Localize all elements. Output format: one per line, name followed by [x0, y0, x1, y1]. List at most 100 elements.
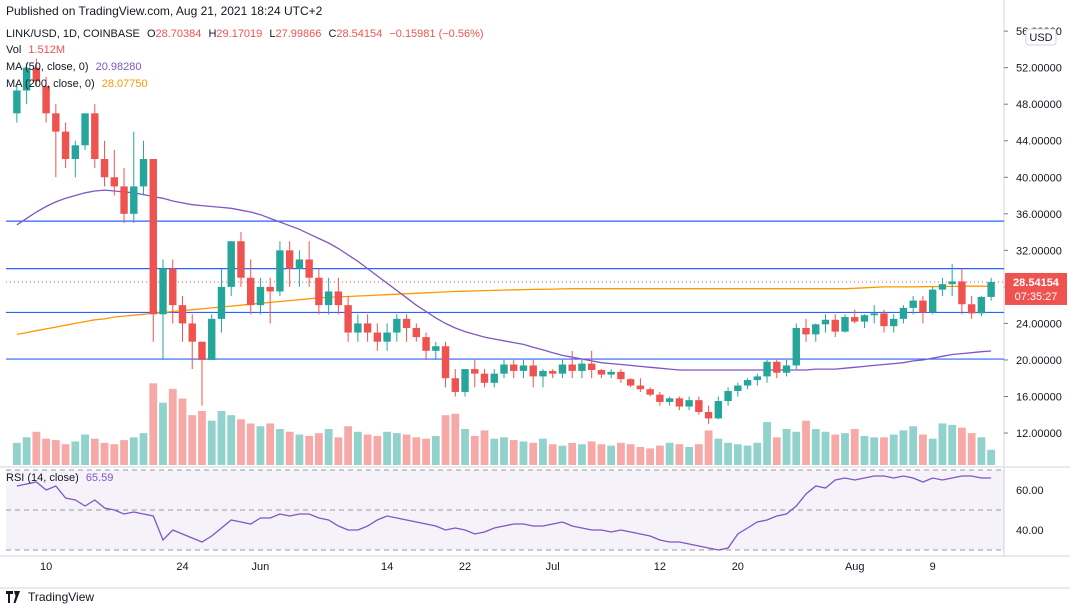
candle-body [665, 398, 674, 402]
volume-bar [987, 449, 996, 465]
volume-bar [178, 398, 187, 465]
candle-body [831, 319, 839, 332]
candle-body [841, 317, 849, 332]
candle-body [617, 371, 625, 380]
volume-bar [928, 438, 937, 465]
volume-bar [500, 437, 508, 465]
candle-body [130, 186, 138, 214]
candle-body [890, 318, 898, 327]
volume-bar [919, 434, 927, 465]
candle-body [412, 327, 421, 338]
volume-bar [753, 442, 762, 465]
candle-body [549, 370, 557, 374]
volume-bar [110, 444, 119, 465]
volume-bar [198, 411, 206, 465]
candle-body [120, 186, 128, 214]
time-tick-label: Jun [252, 561, 270, 573]
currency-badge [1025, 28, 1057, 46]
candle-body [977, 296, 986, 314]
time-tick-label: 12 [654, 561, 666, 573]
volume-bar [548, 444, 557, 465]
candle-body [938, 284, 947, 290]
candle-body [52, 113, 60, 132]
volume-bar [285, 431, 294, 465]
volume-bar [402, 434, 411, 465]
volume-bar [617, 442, 625, 465]
candle-body [471, 369, 479, 374]
volume-bar [324, 429, 333, 465]
candle-body [393, 318, 401, 333]
volume-bar [948, 424, 957, 465]
volume-bar [509, 440, 518, 465]
candle-body [987, 281, 995, 297]
candle-body [928, 289, 937, 313]
volume-bar [597, 444, 606, 465]
volume-bar [480, 430, 489, 465]
volume-bar [129, 437, 138, 465]
time-tick-label: 14 [381, 561, 393, 573]
candle-body [899, 307, 908, 319]
candle-body [782, 365, 791, 373]
volume-bar [217, 411, 226, 465]
candle-body [285, 250, 294, 269]
time-tick-label: Jul [546, 561, 560, 573]
volume-bar [61, 444, 70, 465]
volume-bar [578, 444, 586, 465]
legend-ma200[interactable]: MA (200, close, 0) 28.07750 [6, 78, 152, 90]
volume-bar [344, 426, 353, 465]
volume-bar [529, 442, 538, 465]
candle-body [519, 365, 528, 371]
legend-ma50[interactable]: MA (50, close, 0) 20.98280 [6, 61, 146, 73]
volume-bar [139, 433, 148, 465]
price-tick-label: 20.00000 [1016, 355, 1062, 367]
candle-body [246, 277, 255, 306]
price-tick-label: 24.00000 [1016, 318, 1062, 330]
candle-body [178, 305, 187, 324]
volume-bar [431, 435, 440, 465]
rsi-tick-label: 40.00 [1016, 525, 1044, 537]
volume-bar [782, 429, 791, 465]
time-tick-label: 10 [40, 561, 52, 573]
volume-bar [490, 438, 499, 465]
volume-bar [811, 429, 820, 465]
candle-body [61, 131, 70, 160]
volume-bar [237, 419, 245, 465]
candle-body [383, 332, 391, 342]
candle-body [578, 363, 586, 371]
volume-bar [743, 445, 752, 465]
candle-body [812, 324, 820, 335]
volume-bar [558, 445, 567, 465]
volume-bar [353, 431, 362, 465]
volume-bar [958, 427, 966, 465]
candle-body [597, 370, 606, 375]
time-tick-label: 24 [176, 561, 188, 573]
candle-body [208, 318, 216, 360]
volume-bar [607, 445, 616, 465]
volume-bar [168, 388, 177, 465]
volume-bar [694, 444, 703, 465]
legend-open-label: O [146, 28, 156, 40]
candle-body [490, 373, 498, 383]
tradingview-footer[interactable]: TradingView [6, 590, 94, 604]
candle-body [432, 346, 440, 351]
legend-ma200-label: MA (200, close, 0) [6, 78, 95, 90]
legend-low-label: L [269, 28, 276, 40]
countdown-value: 07:35:27 [1015, 291, 1058, 303]
volume-bar [899, 430, 908, 465]
legend-rsi[interactable]: RSI (14, close) 65.59 [6, 472, 117, 484]
tradingview-logo-icon [6, 591, 20, 603]
legend-symbol[interactable]: LINK/USD, 1D, COINBASE [6, 28, 140, 40]
legend-close-label: C [328, 28, 337, 40]
candle-body [100, 159, 109, 178]
candle-body [870, 313, 878, 316]
legend-volume[interactable]: Vol 1.512M [6, 44, 69, 56]
candle-body [451, 378, 459, 392]
volume-bar [733, 444, 742, 465]
legend-vol-label: Vol [6, 44, 22, 56]
candle-body [334, 291, 343, 306]
candle-body [42, 85, 50, 114]
time-tick-label: 9 [930, 561, 936, 573]
volume-bar [470, 435, 479, 465]
candle-body [685, 400, 693, 407]
